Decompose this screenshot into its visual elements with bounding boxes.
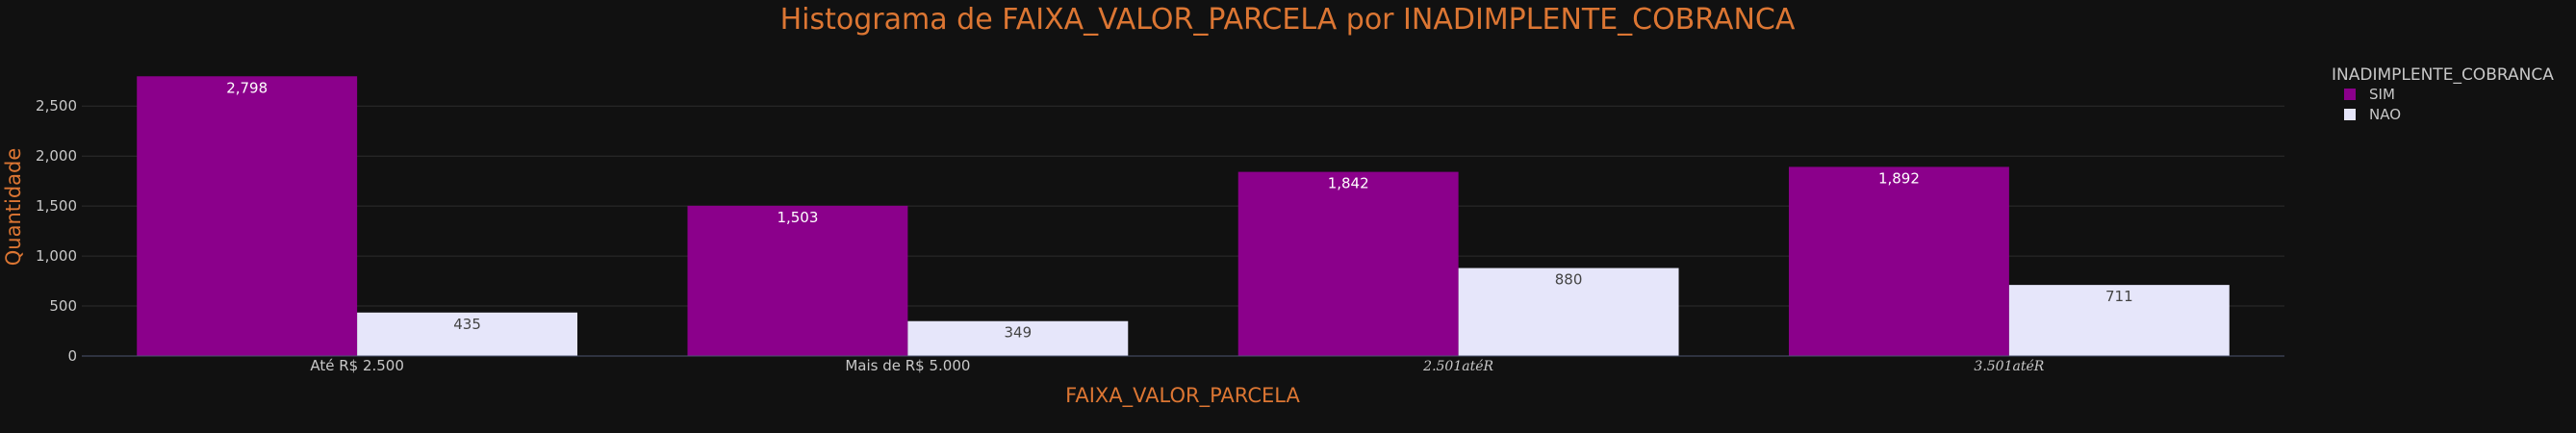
bar-value-label: 711 <box>2105 288 2133 305</box>
legend-items: SIM NAO <box>2344 86 2401 123</box>
bar-value-label: 2,798 <box>226 79 268 96</box>
x-axis-title: FAIXA_VALOR_PARCELA <box>1065 384 1300 408</box>
y-tick-label: 0 <box>67 347 77 365</box>
bar-nao-3[interactable] <box>2008 285 2230 356</box>
y-tick-label: 2,500 <box>36 97 77 115</box>
y-tick-label: 500 <box>49 297 77 315</box>
bar-value-label: 1,842 <box>1328 175 1369 192</box>
bar-value-label: 349 <box>1005 324 1033 342</box>
bar-labels: 2,798 435 1,503 349 1,842 880 1,892 711 <box>226 79 2132 341</box>
legend-swatch-nao[interactable] <box>2344 109 2356 120</box>
x-tick-label: 3.501atéR <box>1974 359 2044 374</box>
bar-nao-2[interactable] <box>1458 267 1679 356</box>
bar-value-label: 880 <box>1555 271 1583 289</box>
x-tick-label: 2.501atéR <box>1422 359 1493 374</box>
bar-value-label: 1,503 <box>777 209 818 226</box>
bar-sim-3[interactable] <box>1788 166 2009 356</box>
legend-swatch-sim[interactable] <box>2344 89 2356 100</box>
y-tick-label: 1,000 <box>36 247 77 265</box>
y-tick-label: 1,500 <box>36 197 77 215</box>
bar-sim-2[interactable] <box>1237 171 1459 356</box>
y-axis-ticks: 0 500 1,000 1,500 2,000 2,500 <box>36 97 77 365</box>
legend-label-sim[interactable]: SIM <box>2369 86 2395 103</box>
bar-nao-1[interactable] <box>907 320 1129 356</box>
legend-title: INADIMPLENTE_COBRANCA <box>2332 65 2554 85</box>
legend-label-nao[interactable]: NAO <box>2369 106 2401 123</box>
bar-sim-1[interactable] <box>687 205 908 356</box>
y-tick-label: 2,000 <box>36 147 77 165</box>
bars <box>137 76 2230 357</box>
legend[interactable]: INADIMPLENTE_COBRANCA SIM NAO <box>2332 65 2554 123</box>
x-tick-label: Mais de R$ 5.000 <box>845 357 970 374</box>
bar-value-label: 435 <box>453 316 481 333</box>
y-axis-title: Quantidade <box>2 148 25 267</box>
bar-sim-0[interactable] <box>137 76 358 357</box>
x-axis-ticks: Até R$ 2.500 Mais de R$ 5.000 2.501atéR 3.5… <box>310 357 2044 374</box>
chart-title: Histograma de FAIXA_VALOR_PARCELA por IN… <box>780 3 1796 37</box>
bar-nao-0[interactable] <box>357 312 578 356</box>
x-tick-label: Até R$ 2.500 <box>310 357 404 374</box>
bar-value-label: 1,892 <box>1878 169 1920 187</box>
